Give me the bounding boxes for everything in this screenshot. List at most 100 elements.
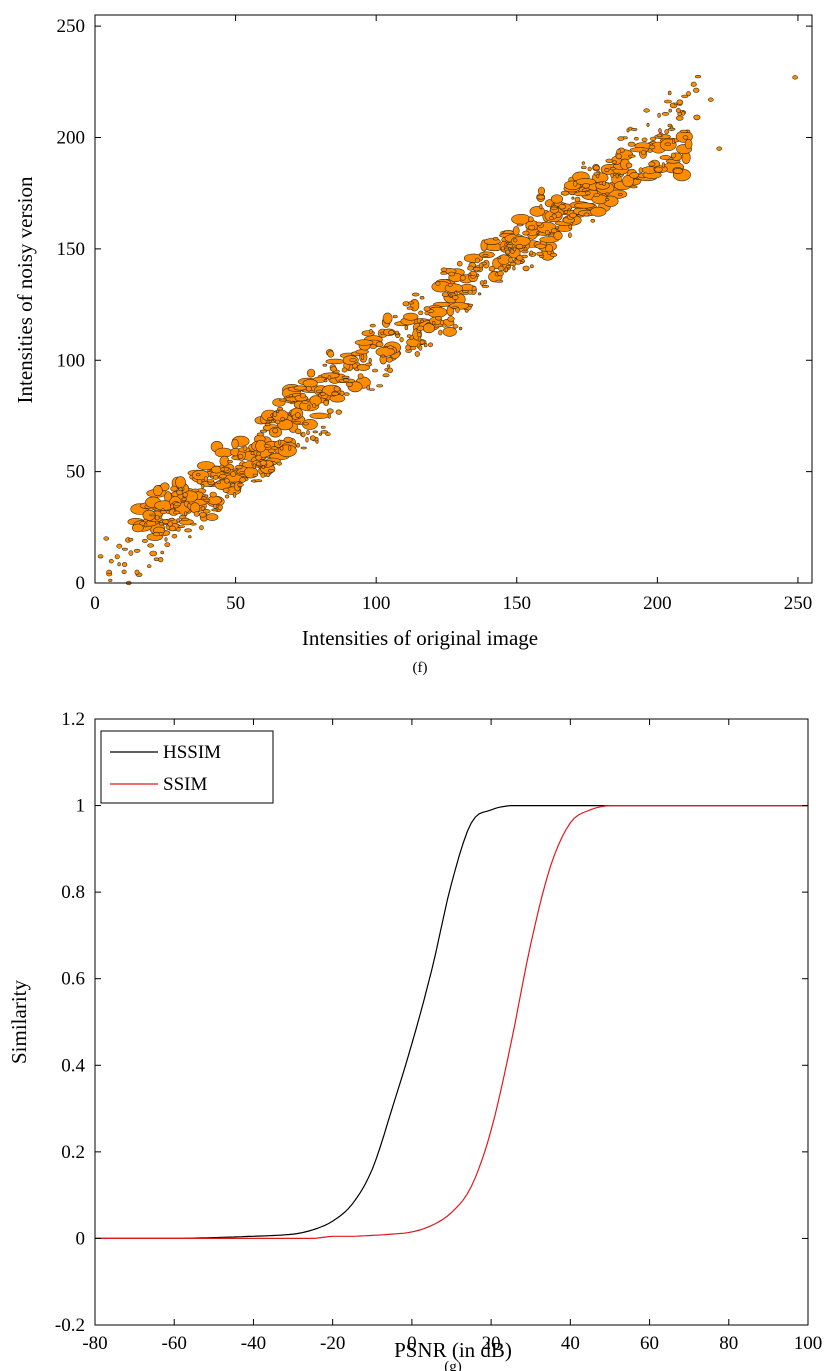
scatter-speckle bbox=[595, 174, 600, 179]
scatter-speckle bbox=[288, 445, 292, 451]
scatter-speckle bbox=[423, 306, 431, 312]
scatter-speckle bbox=[497, 265, 505, 272]
scatter-y-tick-label: 200 bbox=[57, 128, 86, 149]
scatter-speckle bbox=[617, 136, 625, 141]
scatter-speckle bbox=[250, 451, 255, 456]
scatter-speckle bbox=[380, 331, 385, 335]
scatter-x-tick-label: 50 bbox=[226, 593, 245, 614]
scatter-speckle bbox=[392, 315, 398, 319]
scatter-speckle bbox=[602, 180, 606, 186]
scatter-speckle bbox=[169, 517, 175, 521]
scatter-x-tick-label: 0 bbox=[90, 593, 100, 614]
scatter-speckle bbox=[184, 528, 192, 533]
scatter-speckle bbox=[638, 167, 643, 174]
scatter-speckle bbox=[617, 193, 623, 197]
scatter-speckle bbox=[547, 250, 552, 255]
scatter-speckle bbox=[536, 251, 544, 256]
scatter-speckle bbox=[615, 173, 619, 179]
scatter-speckle bbox=[658, 128, 662, 133]
scatter-blob bbox=[422, 323, 436, 334]
scatter-speckle bbox=[439, 320, 445, 326]
scatter-speckle bbox=[184, 511, 188, 517]
scatter-speckle bbox=[408, 301, 415, 305]
scatter-speckle bbox=[190, 522, 197, 526]
scatter-speckle bbox=[312, 430, 318, 434]
scatter-speckle bbox=[680, 129, 688, 133]
line-axes-box bbox=[94, 718, 809, 1326]
line-x-tick-label: -80 bbox=[82, 1333, 107, 1354]
scatter-speckle bbox=[550, 206, 558, 210]
scatter-speckle bbox=[405, 344, 411, 351]
scatter-speckle bbox=[276, 409, 280, 414]
scatter-speckle bbox=[399, 337, 404, 343]
scatter-speckle bbox=[375, 341, 384, 348]
scatter-speckle bbox=[108, 558, 114, 564]
scatter-speckle bbox=[406, 334, 412, 338]
scatter-speckle bbox=[470, 274, 476, 279]
scatter-speckle bbox=[147, 564, 152, 569]
scatter-speckle bbox=[193, 511, 200, 517]
scatter-speckle bbox=[320, 425, 326, 429]
scatter-speckle bbox=[435, 316, 442, 321]
line-y-tick-label: 0 bbox=[76, 1228, 86, 1249]
scatter-speckle bbox=[418, 310, 424, 315]
scatter-blob bbox=[327, 350, 335, 358]
scatter-speckle bbox=[667, 123, 672, 128]
scatter-speckle bbox=[646, 122, 650, 127]
scatter-speckle bbox=[261, 465, 266, 469]
scatter-speckle bbox=[497, 270, 504, 277]
scatter-speckle bbox=[178, 487, 183, 492]
scatter-speckle bbox=[611, 160, 617, 164]
scatter-speckle bbox=[288, 394, 294, 398]
scatter-speckle bbox=[661, 162, 666, 168]
scatter-speckle bbox=[266, 472, 271, 477]
scatter-speckle bbox=[201, 483, 205, 489]
line-x-tick-label: 60 bbox=[640, 1333, 659, 1354]
scatter-speckle bbox=[643, 108, 650, 113]
scatter-speckle bbox=[571, 196, 575, 200]
scatter-speckle bbox=[550, 228, 558, 234]
scatter-speckle bbox=[149, 513, 156, 517]
scatter-speckle bbox=[266, 417, 274, 421]
scatter-speckle bbox=[648, 144, 656, 150]
scatter-speckle bbox=[279, 398, 287, 402]
scatter-speckle bbox=[387, 364, 391, 368]
scatter-speckle bbox=[121, 569, 127, 574]
line-y-tick-label: 0.4 bbox=[61, 1055, 85, 1076]
scatter-speckle bbox=[278, 439, 282, 446]
scatter-speckle bbox=[681, 94, 689, 98]
scatter-speckle bbox=[670, 152, 676, 159]
scatter-blob bbox=[196, 461, 215, 471]
scatter-speckle bbox=[252, 463, 256, 470]
scatter-speckle bbox=[567, 208, 571, 212]
scatter-speckle bbox=[459, 274, 466, 281]
scatter-blob bbox=[231, 438, 239, 449]
scatter-blob bbox=[375, 346, 395, 357]
scatter-speckle bbox=[592, 165, 600, 171]
scatter-speckle bbox=[440, 271, 448, 275]
scatter-y-tick-label: 150 bbox=[57, 239, 86, 260]
scatter-speckle bbox=[188, 535, 192, 539]
line-y-tick-label: -0.2 bbox=[55, 1315, 85, 1336]
scatter-speckle bbox=[477, 292, 482, 296]
scatter-speckle bbox=[365, 362, 373, 367]
line-y-tick-label: 1.2 bbox=[61, 709, 85, 730]
scatter-speckle bbox=[616, 148, 622, 155]
scatter-blob bbox=[535, 243, 547, 249]
scatter-speckle bbox=[513, 238, 518, 243]
scatter-speckle bbox=[369, 328, 373, 334]
legend: HSSIM SSIM bbox=[100, 730, 274, 804]
scatter-speckle bbox=[342, 378, 350, 383]
scatter-blob bbox=[529, 206, 545, 217]
scatter-speckle bbox=[226, 460, 233, 464]
scatter-speckle bbox=[117, 562, 121, 567]
scatter-speckle bbox=[369, 344, 377, 349]
scatter-speckle bbox=[307, 404, 311, 410]
scatter-speckle bbox=[300, 446, 307, 450]
scatter-speckle bbox=[516, 223, 524, 227]
scatter-blob bbox=[382, 312, 393, 324]
scatter-blob bbox=[442, 326, 457, 337]
scatter-speckle bbox=[376, 384, 383, 388]
scatter-x-tick-label: 250 bbox=[784, 593, 813, 614]
scatter-speckle bbox=[625, 162, 633, 169]
